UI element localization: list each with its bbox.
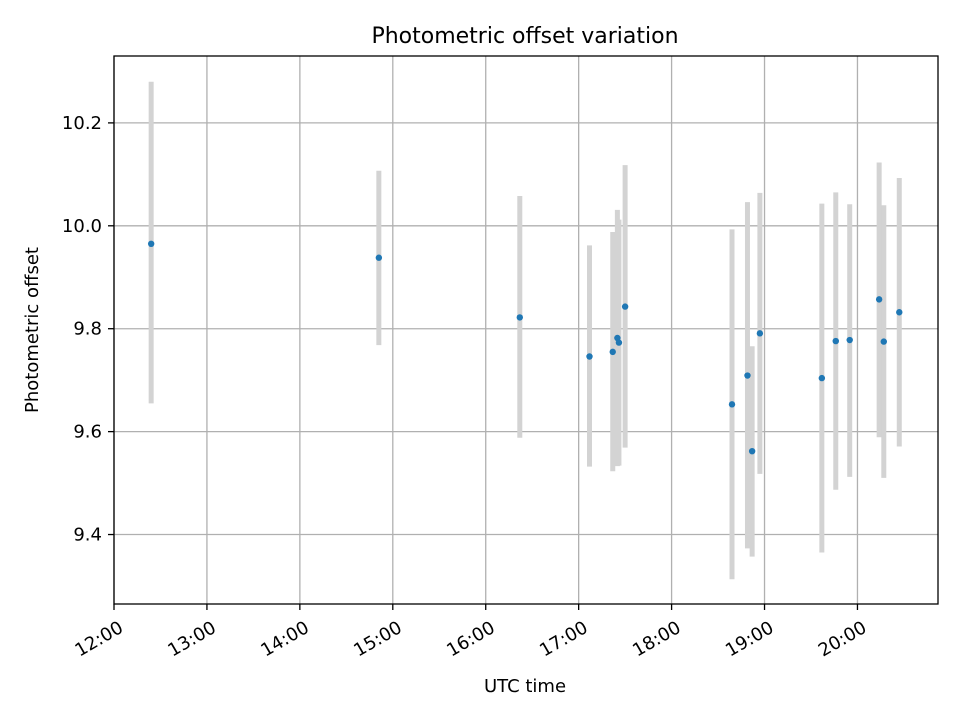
data-point xyxy=(609,348,616,356)
data-point xyxy=(896,309,903,316)
data-point xyxy=(728,401,736,408)
data-point xyxy=(818,374,826,382)
data-point xyxy=(756,330,764,337)
y-tick-label: 9.6 xyxy=(73,422,102,443)
data-point xyxy=(875,296,883,303)
y-tick-label: 9.8 xyxy=(73,319,102,340)
y-tick-label: 9.4 xyxy=(73,525,102,546)
data-point xyxy=(615,339,623,346)
data-point xyxy=(744,372,751,379)
data-point xyxy=(748,447,756,455)
data-point xyxy=(586,353,593,360)
data-point xyxy=(621,303,629,310)
data-point xyxy=(846,336,853,344)
y-tick-label: 10.0 xyxy=(62,216,102,237)
y-axis-label: Photometric offset xyxy=(22,247,43,413)
data-point xyxy=(375,254,383,261)
x-axis-label: UTC time xyxy=(484,676,566,697)
data-point xyxy=(832,337,839,345)
y-tick-label: 10.2 xyxy=(62,113,102,134)
data-point xyxy=(147,240,155,248)
data-point xyxy=(516,314,524,321)
data-points xyxy=(147,240,903,455)
grid-lines xyxy=(113,56,938,604)
chart-title: Photometric offset variation xyxy=(371,24,678,49)
data-point xyxy=(880,338,887,345)
plot-frame xyxy=(113,55,939,605)
